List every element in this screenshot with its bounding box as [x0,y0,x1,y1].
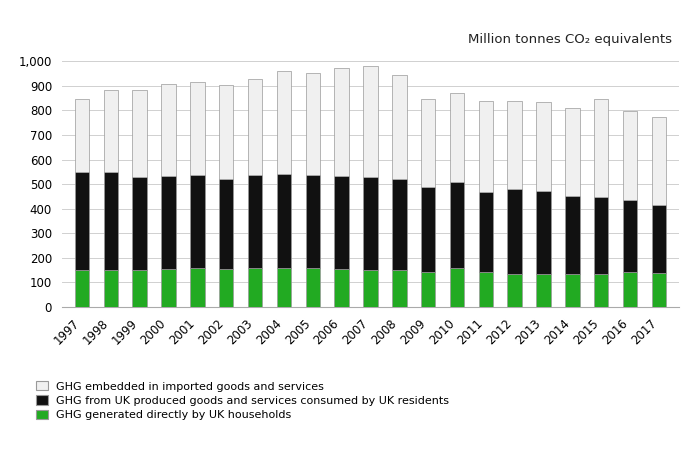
Bar [363,177,378,270]
Bar [652,273,666,307]
Bar [392,270,407,307]
Bar [161,269,176,307]
Bar [190,82,204,175]
Bar [305,73,320,175]
Bar [421,187,436,272]
Bar [623,111,637,200]
Bar [132,177,147,270]
Bar [248,268,262,307]
Bar [219,269,233,307]
Bar [161,176,176,269]
Bar [276,268,291,307]
Bar [450,93,464,182]
Bar [75,99,89,172]
Legend: GHG embedded in imported goods and services, GHG from UK produced goods and serv: GHG embedded in imported goods and servi… [36,381,449,420]
Bar [421,272,436,307]
Bar [392,179,407,270]
Bar [652,205,666,273]
Bar [334,68,348,176]
Bar [190,268,204,307]
Bar [421,99,436,187]
Bar [248,175,262,268]
Bar [479,272,493,307]
Bar [104,90,118,172]
Bar [190,175,204,268]
Text: Million tonnes CO₂ equivalents: Million tonnes CO₂ equivalents [469,33,672,46]
Bar [508,101,522,189]
Bar [508,189,522,274]
Bar [305,175,320,268]
Bar [363,270,378,307]
Bar [334,270,348,307]
Bar [161,84,176,176]
Bar [392,75,407,179]
Bar [536,274,551,307]
Bar [623,272,637,307]
Bar [508,274,522,307]
Bar [276,71,291,174]
Bar [132,90,147,177]
Bar [450,182,464,268]
Bar [104,270,118,307]
Bar [305,268,320,307]
Bar [623,200,637,272]
Bar [565,274,580,307]
Bar [75,172,89,270]
Bar [652,117,666,205]
Bar [594,99,608,197]
Bar [594,274,608,307]
Bar [565,109,580,196]
Bar [479,192,493,272]
Bar [565,196,580,274]
Bar [594,197,608,274]
Bar [536,192,551,274]
Bar [104,172,118,270]
Bar [334,176,348,270]
Bar [219,179,233,269]
Bar [276,174,291,268]
Bar [219,84,233,179]
Bar [363,66,378,177]
Bar [248,79,262,175]
Bar [75,270,89,307]
Bar [479,101,493,192]
Bar [450,268,464,307]
Bar [132,270,147,307]
Bar [536,102,551,192]
